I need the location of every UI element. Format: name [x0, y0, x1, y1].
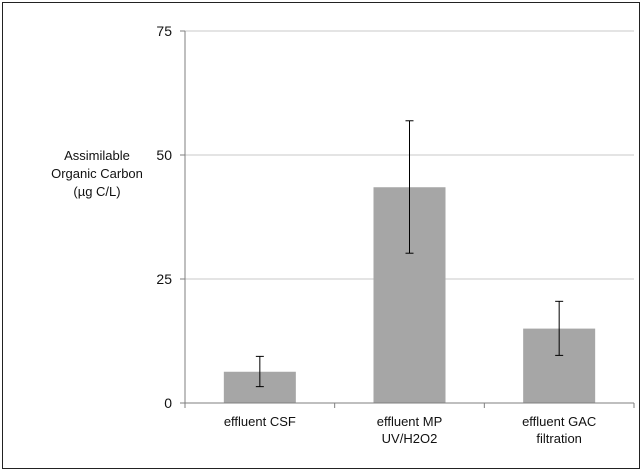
category-label: effluent GAC filtration	[522, 414, 596, 446]
category-labels: effluent CSF effluent MP UV/H2O2 effluent G…	[224, 414, 596, 446]
category-label-line: filtration	[536, 431, 582, 446]
category-label: effluent CSF	[224, 414, 296, 429]
y-axis-title-line: Assimilable	[64, 148, 130, 163]
category-label-line: effluent MP	[377, 414, 443, 429]
category-label-line: effluent CSF	[224, 414, 296, 429]
y-axis-title-line: (µg C/L)	[73, 184, 120, 199]
error-bar	[555, 300, 564, 356]
category-label-line: effluent GAC	[522, 414, 596, 429]
y-tick-label: 25	[156, 271, 172, 287]
category-label: effluent MP UV/H2O2	[377, 414, 443, 446]
y-tick-label: 0	[164, 395, 172, 411]
error-bar	[405, 120, 414, 254]
axes	[180, 30, 635, 408]
bars	[223, 187, 596, 403]
y-tick-label: 50	[156, 147, 172, 163]
category-label-line: UV/H2O2	[382, 431, 438, 446]
y-tick-label: 75	[156, 23, 172, 39]
error-bar	[255, 355, 264, 388]
error-bars	[255, 120, 564, 388]
y-axis-title-line: Organic Carbon	[51, 166, 143, 181]
y-tick-labels: 0 25 50 75	[156, 23, 172, 411]
y-axis-title: Assimilable Organic Carbon (µg C/L)	[51, 148, 143, 199]
